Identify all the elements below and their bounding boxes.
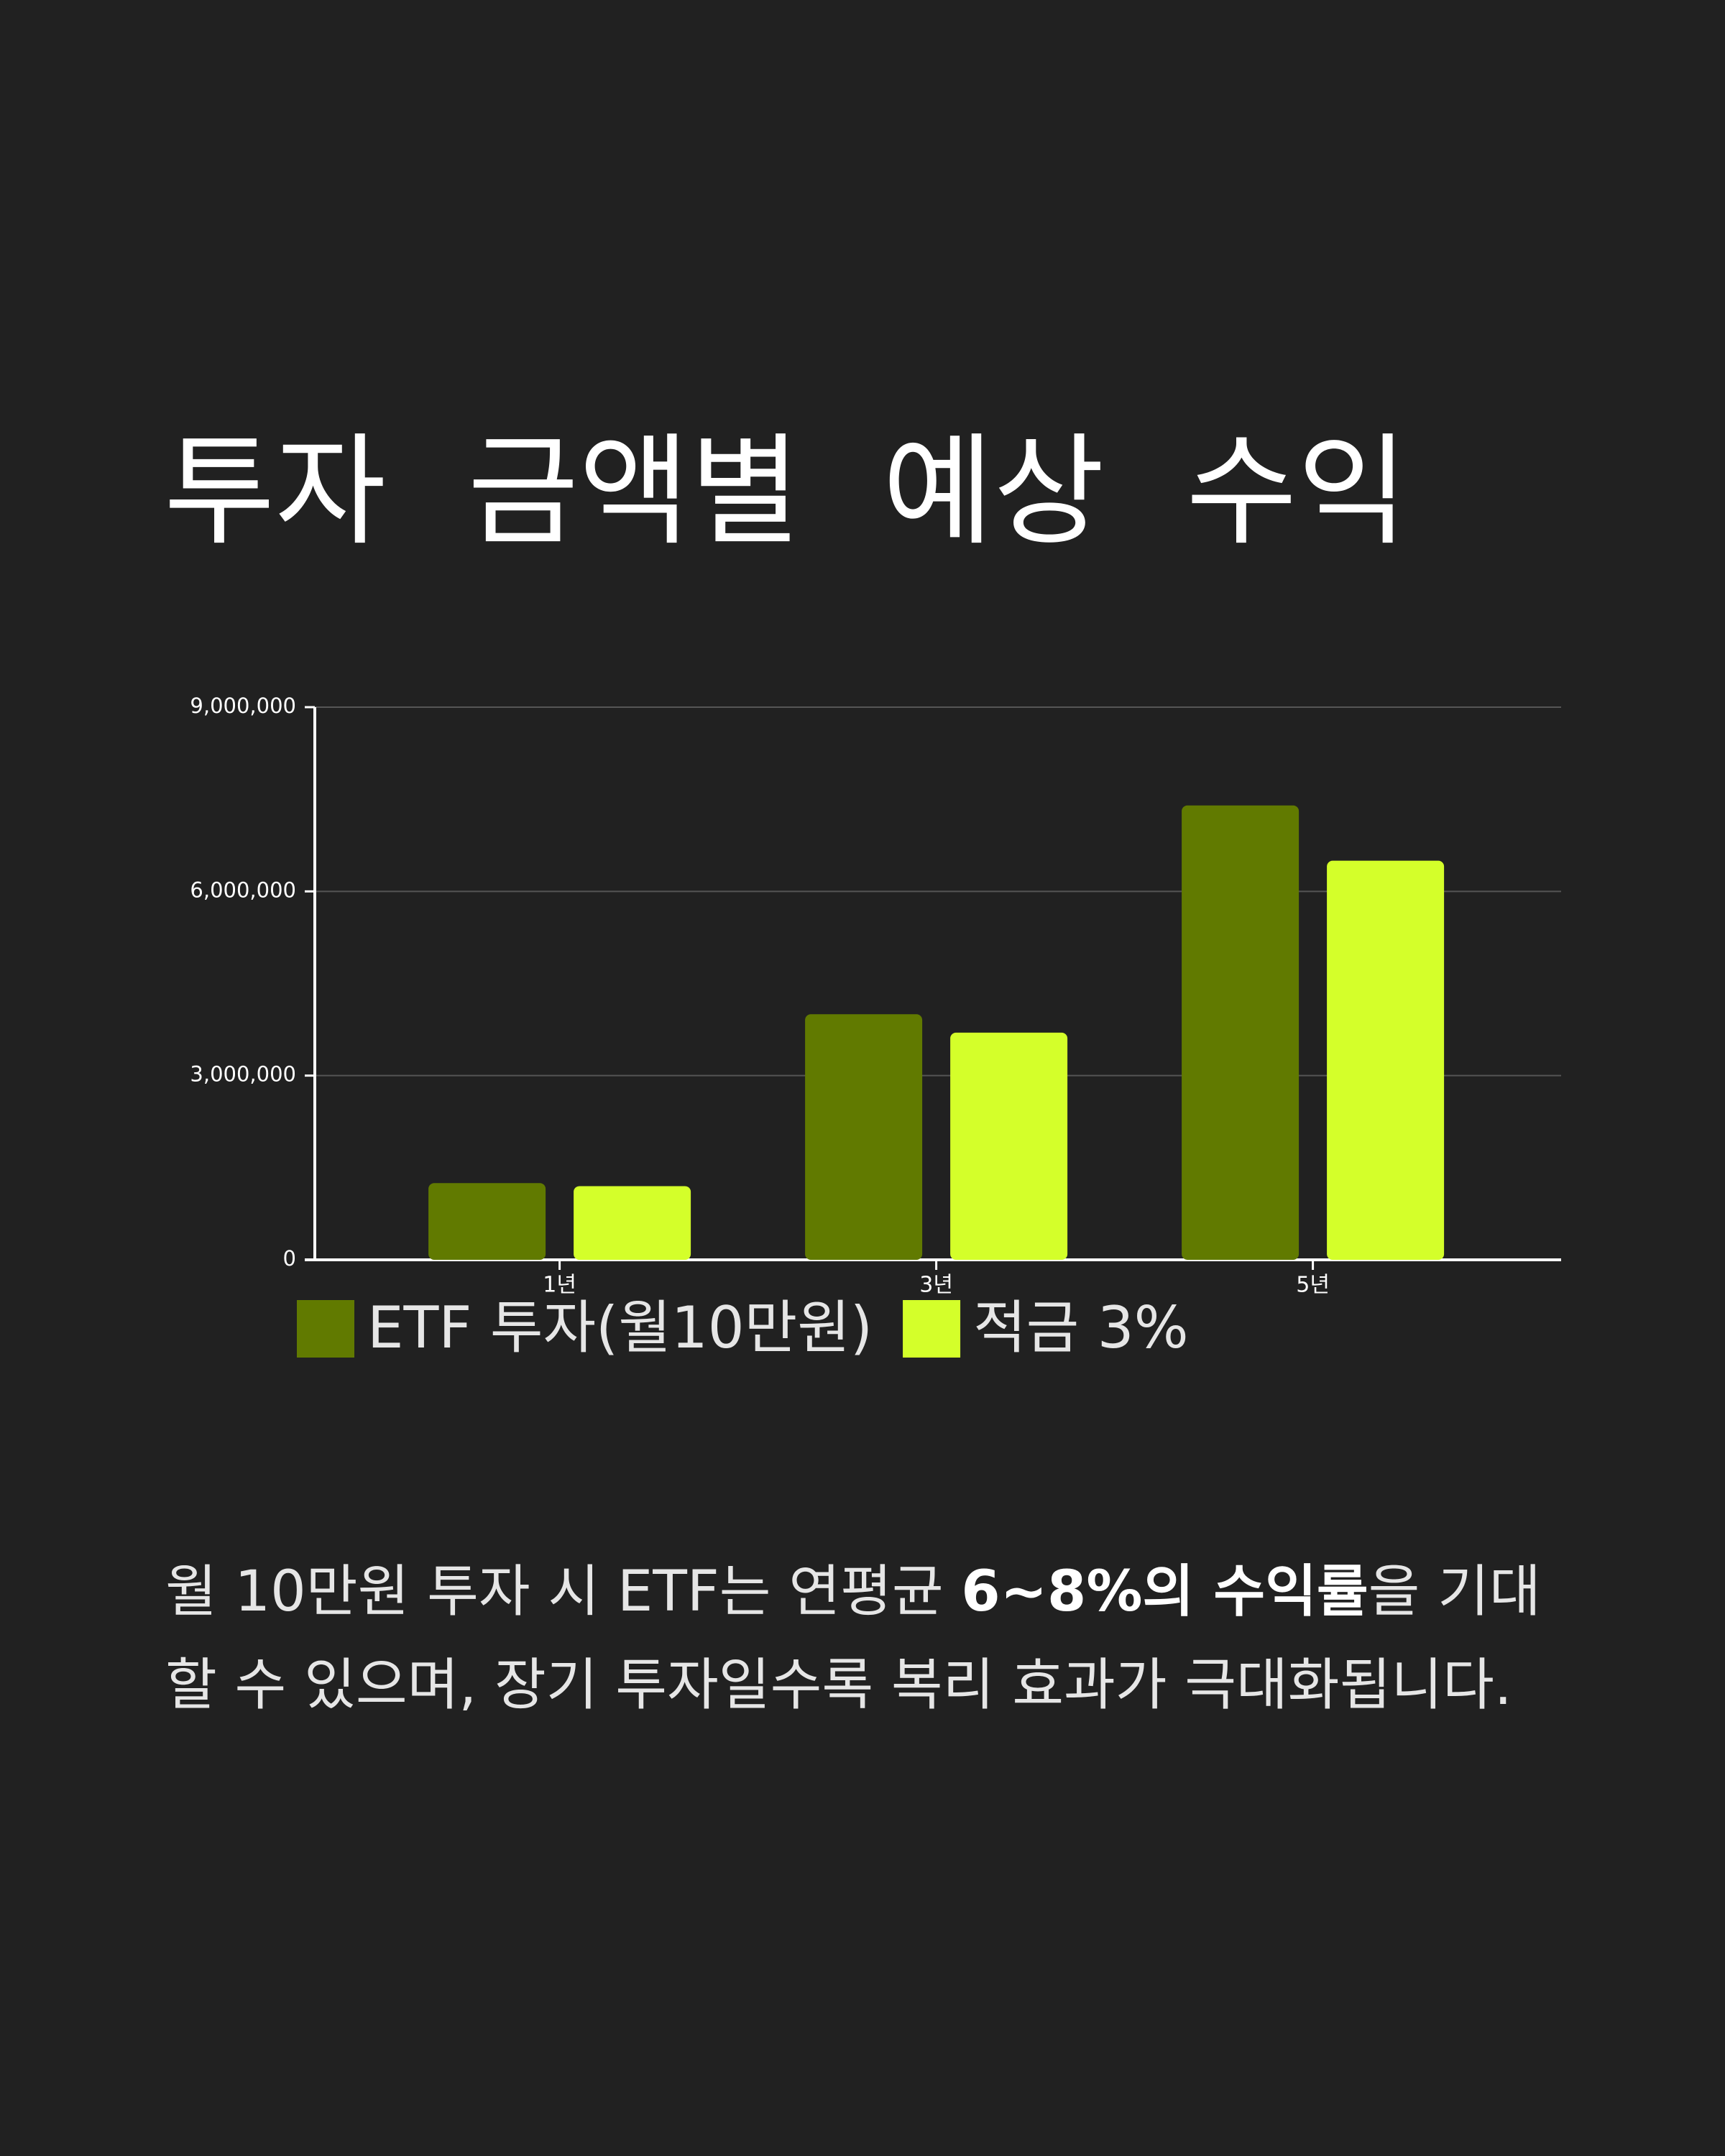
legend-swatch [903,1300,961,1358]
x-tick-label: 5년 [1296,1273,1330,1298]
x-tick-label: 3년 [919,1273,953,1298]
body-segment: 을 기대할 수 있으며, 장기 투자일수록 복리 효과가 극대화됩니다. [165,1560,1541,1718]
bar [574,1186,691,1260]
legend-swatch [297,1300,354,1358]
x-tick-label: 1년 [543,1273,576,1298]
chart: 0 3,000,000 6,000,000 9,000,000 1년 3년 5년 ETF 투자… [190,694,1561,1361]
bar [805,1014,923,1260]
bar [1182,805,1300,1260]
y-tick-label: 9,000,000 [190,694,296,718]
legend-label: ETF 투자(월10만원) [367,1294,873,1361]
bar [1327,860,1445,1260]
bar [428,1183,546,1260]
bar [950,1032,1068,1260]
y-tick-label: 0 [283,1246,296,1271]
body-highlight: 6~8%의 수익률 [961,1560,1368,1624]
body-segment: 월 10만원 투자 시 ETF는 연평균 [165,1560,962,1624]
legend-label: 적금 3% [973,1294,1189,1361]
y-tick-label: 3,000,000 [190,1062,296,1087]
page-title: 투자 금액별 예상 수익 [164,421,1409,562]
y-tick-label: 6,000,000 [190,877,296,902]
body-text: 월 10만원 투자 시 ETF는 연평균 6~8%의 수익률을 기대할 수 있으… [165,1545,1567,1732]
